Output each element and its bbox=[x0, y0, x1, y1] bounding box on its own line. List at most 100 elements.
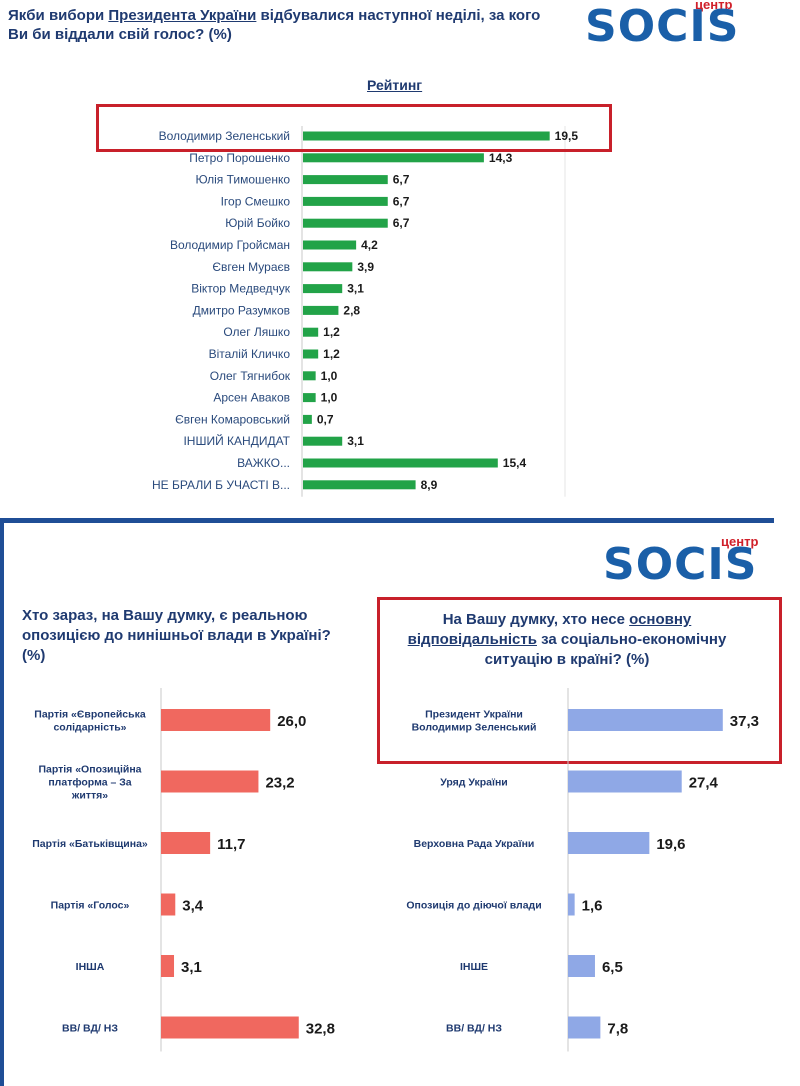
socis-logo-top: центр SOCIS bbox=[585, 0, 755, 50]
socis-logo-bottom: центр SOCIS bbox=[603, 534, 773, 590]
value-label: 3,1 bbox=[181, 959, 202, 976]
value-label: 3,9 bbox=[357, 260, 374, 274]
value-label: 1,0 bbox=[321, 391, 338, 405]
bar bbox=[303, 458, 498, 468]
bar bbox=[161, 709, 271, 731]
value-label: 3,1 bbox=[347, 434, 364, 448]
value-label: 37,3 bbox=[730, 713, 759, 730]
bar bbox=[161, 832, 211, 854]
value-label: 0,7 bbox=[317, 412, 334, 426]
value-label: 15,4 bbox=[503, 456, 527, 470]
category-label: Арсен Аваков bbox=[213, 391, 290, 405]
bar bbox=[303, 131, 550, 141]
value-label: 32,8 bbox=[306, 1021, 335, 1038]
category-label: Дмитро Разумков bbox=[193, 303, 290, 317]
logo-text: SOCIS bbox=[585, 1, 740, 52]
bar bbox=[303, 175, 388, 185]
value-label: 1,2 bbox=[323, 347, 340, 361]
bar bbox=[303, 262, 353, 272]
top-chart: Володимир Зеленський 19,5 Петро Порошенко 1… bbox=[152, 126, 579, 497]
category-label: Володимир Зеленський bbox=[159, 129, 290, 143]
category-label: ВВ/ ВД/ НЗ bbox=[446, 1023, 502, 1035]
bar bbox=[303, 436, 343, 446]
category-label: ІНША bbox=[76, 961, 105, 973]
category-label: ІНШЕ bbox=[460, 961, 488, 973]
bar bbox=[303, 393, 316, 403]
bar bbox=[303, 240, 357, 250]
bar bbox=[303, 327, 319, 337]
rating-title: Рейтинг bbox=[367, 77, 423, 93]
category-label: Віталій Кличко bbox=[209, 347, 291, 361]
value-label: 6,7 bbox=[393, 216, 410, 230]
category-label: Уряд України bbox=[440, 777, 508, 789]
highlight-frame-right bbox=[377, 597, 782, 764]
category-label: Олег Ляшко bbox=[223, 325, 290, 339]
bar bbox=[303, 153, 484, 163]
value-label: 27,4 bbox=[689, 775, 719, 792]
bar bbox=[568, 770, 682, 793]
value-label: 26,0 bbox=[277, 713, 306, 730]
category-label: Президент України Володимир Зеленський bbox=[412, 709, 537, 734]
bar bbox=[303, 480, 416, 490]
category-label: ВВ/ ВД/ НЗ bbox=[62, 1023, 118, 1035]
bar bbox=[303, 349, 319, 359]
category-label: НЕ БРАЛИ Б УЧАСТІ В... bbox=[152, 478, 290, 492]
section-divider bbox=[0, 518, 774, 523]
category-label: Олег Тягнибок bbox=[210, 369, 291, 383]
value-label: 6,7 bbox=[393, 194, 410, 208]
value-label: 1,2 bbox=[323, 325, 340, 339]
highlight-frame-top bbox=[96, 104, 612, 152]
value-label: 1,0 bbox=[321, 369, 338, 383]
bar bbox=[161, 955, 175, 977]
bar bbox=[303, 371, 316, 381]
category-label: Опозиція до діючої влади bbox=[406, 900, 541, 912]
bar bbox=[303, 305, 339, 315]
logo-text: SOCIS bbox=[603, 539, 758, 590]
bar bbox=[161, 770, 259, 793]
bar bbox=[568, 1016, 601, 1039]
category-label: ІНШИЙ КАНДИДАТ bbox=[183, 433, 290, 448]
category-label: Партія «Опозиційна платформа – За життя» bbox=[38, 764, 141, 802]
category-label: ВАЖКО... bbox=[237, 456, 290, 470]
left-question-title: Хто зараз, на Вашу думку, є реальною опо… bbox=[22, 607, 331, 664]
category-label: Ігор Смешко bbox=[221, 194, 291, 208]
value-label: 1,6 bbox=[582, 898, 603, 915]
value-label: 3,4 bbox=[182, 898, 204, 915]
value-label: 2,8 bbox=[343, 303, 360, 317]
bar bbox=[568, 709, 723, 731]
bar bbox=[568, 955, 595, 977]
value-label: 8,9 bbox=[421, 478, 438, 492]
value-label: 23,2 bbox=[265, 775, 294, 792]
value-label: 19,6 bbox=[656, 836, 685, 853]
logo-subtitle: центр bbox=[695, 0, 733, 12]
category-label: Віктор Медведчук bbox=[191, 282, 291, 296]
category-label: Партія «Голос» bbox=[51, 900, 130, 912]
category-label: Юрій Бойко bbox=[225, 216, 290, 230]
category-label: Петро Порошенко bbox=[189, 151, 290, 165]
category-label: Верховна Рада України bbox=[414, 838, 535, 850]
section-divider-left bbox=[0, 518, 4, 1086]
value-label: 6,5 bbox=[602, 959, 623, 976]
value-label: 7,8 bbox=[607, 1021, 628, 1038]
category-label: Юлія Тимошенко bbox=[196, 173, 291, 187]
value-label: 19,5 bbox=[555, 129, 579, 143]
category-label: Євген Мураєв bbox=[212, 260, 290, 274]
value-label: 14,3 bbox=[489, 151, 513, 165]
value-label: 6,7 bbox=[393, 173, 410, 187]
bar bbox=[568, 832, 650, 854]
value-label: 4,2 bbox=[361, 238, 378, 252]
category-label: Володимир Гройсман bbox=[170, 238, 290, 252]
category-label: Партія «Батьківщина» bbox=[32, 838, 148, 850]
question-title-top: Якби вибори Президента України відбували… bbox=[8, 7, 541, 43]
category-label: Євген Комаровський bbox=[175, 412, 290, 426]
logo-subtitle: центр bbox=[721, 534, 759, 549]
bar bbox=[161, 1016, 299, 1039]
bar bbox=[568, 893, 575, 916]
bar bbox=[303, 196, 388, 206]
bar bbox=[303, 218, 388, 228]
bar bbox=[303, 414, 312, 424]
value-label: 11,7 bbox=[217, 836, 245, 853]
bar bbox=[161, 893, 176, 916]
category-label: Партія «Європейська солідарність» bbox=[34, 709, 146, 734]
